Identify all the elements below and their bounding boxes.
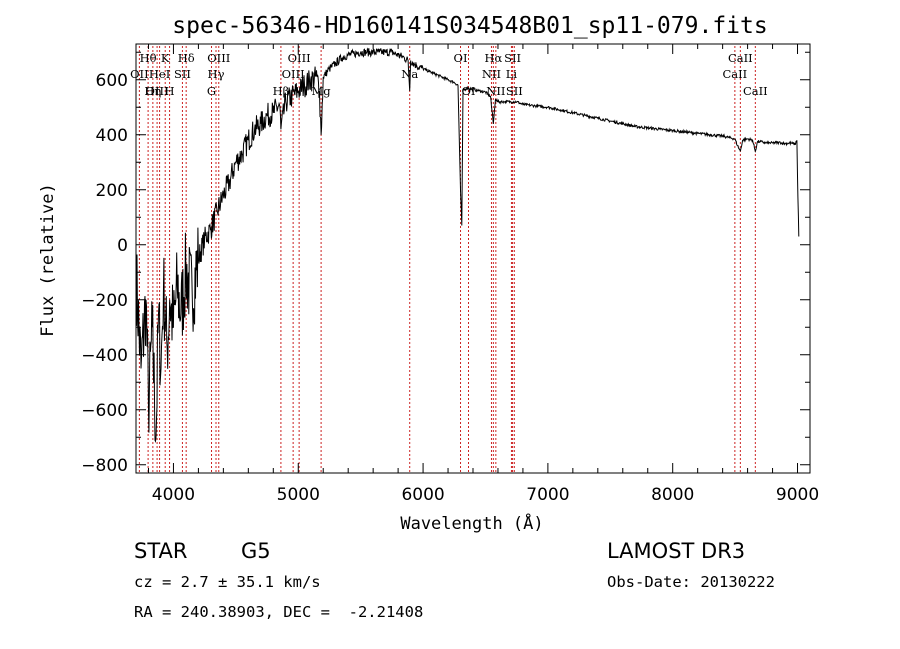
y-axis-label: Flux (relative) (38, 183, 58, 337)
x-axis-ticks: 4000 5000 6000 7000 8000 9000 (147, 44, 819, 505)
spectral-line-markers (138, 46, 756, 473)
spectral-line-label: CaII (728, 51, 753, 65)
y-tick-label: −600 (81, 401, 128, 421)
y-tick-label: 600 (96, 71, 128, 91)
spectral-line-label: SII (174, 67, 191, 81)
plot-frame (135, 43, 811, 474)
spectral-line-label: Hδ (178, 51, 195, 65)
spectral-line-label: Hα (484, 51, 502, 65)
spectral-line-label: Hη (144, 84, 161, 98)
x-tick-label: 8000 (651, 485, 694, 505)
spectral-line-label: NII (486, 84, 505, 98)
spectral-line-label: CaII (722, 67, 747, 81)
spectral-line-label: HeI (149, 67, 170, 81)
survey-name: LAMOST DR3 (607, 539, 746, 563)
x-tick-label: 9000 (776, 485, 819, 505)
x-tick-label: 6000 (401, 485, 444, 505)
x-tick-label: 7000 (526, 485, 569, 505)
object-subclass: G5 (241, 539, 271, 563)
spectral-line-label: OIII (282, 67, 305, 81)
spectral-line-label: CaII (743, 84, 768, 98)
spectral-line-label: Mg (312, 84, 332, 98)
spectral-line-label: OIII (146, 84, 169, 98)
x-axis-label: Wavelength (Å) (400, 512, 543, 534)
observation-date: Obs-Date: 20130222 (607, 573, 775, 591)
x-tick-label: 5000 (277, 485, 320, 505)
spectral-line-label: K (161, 51, 170, 65)
spectral-line-label: NII (482, 67, 501, 81)
y-tick-label: −800 (81, 456, 128, 476)
spectral-line-label: SII (506, 84, 523, 98)
coordinates: RA = 240.38903, DEC = -2.21408 (134, 603, 424, 621)
y-axis-ticks: −800 −600 −400 −200 0 200 400 600 (81, 51, 810, 476)
spectral-line-label: OII (130, 67, 149, 81)
spectral-line-label: SII (504, 51, 521, 65)
y-tick-label: −200 (81, 291, 128, 311)
object-class: STAR (134, 539, 188, 563)
flux-series-line (135, 47, 800, 444)
spectral-line-label: G (207, 84, 216, 98)
y-tick-label: 200 (96, 181, 128, 201)
spectral-line-label: Hθ (140, 51, 157, 65)
chart-title: spec-56346-HD160141S034548B01_sp11-079.f… (172, 13, 767, 39)
spectral-line-label: OI (462, 84, 476, 98)
spectral-line-label: Li (506, 67, 518, 81)
spectral-line-label: OI (454, 51, 468, 65)
redshift-cz: cz = 2.7 ± 35.1 km/s (134, 573, 321, 591)
spectral-line-label: OIII (288, 51, 311, 65)
y-tick-label: 0 (117, 236, 128, 256)
x-tick-label: 4000 (152, 485, 195, 505)
y-tick-label: −400 (81, 346, 128, 366)
spectral-line-label: OIII (207, 51, 230, 65)
y-tick-label: 400 (96, 126, 128, 146)
spectral-line-label: H (165, 84, 175, 98)
spectral-line-label: Hγ (208, 67, 225, 81)
